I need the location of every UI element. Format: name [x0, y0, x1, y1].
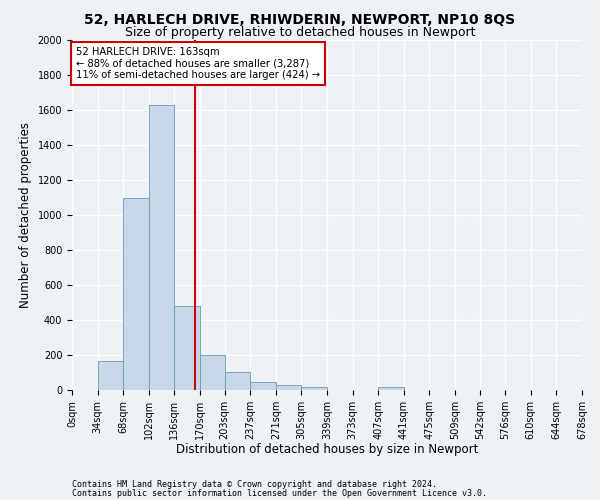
- Text: 52, HARLECH DRIVE, RHIWDERIN, NEWPORT, NP10 8QS: 52, HARLECH DRIVE, RHIWDERIN, NEWPORT, N…: [85, 12, 515, 26]
- Bar: [123, 198, 149, 390]
- Bar: [149, 105, 175, 390]
- Bar: [250, 382, 276, 390]
- Y-axis label: Number of detached properties: Number of detached properties: [19, 122, 32, 308]
- X-axis label: Distribution of detached houses by size in Newport: Distribution of detached houses by size …: [176, 444, 478, 456]
- Bar: [378, 386, 404, 390]
- Bar: [98, 361, 123, 390]
- Bar: [224, 372, 250, 390]
- Text: Contains HM Land Registry data © Crown copyright and database right 2024.: Contains HM Land Registry data © Crown c…: [72, 480, 437, 489]
- Bar: [301, 386, 327, 390]
- Text: Size of property relative to detached houses in Newport: Size of property relative to detached ho…: [125, 26, 475, 39]
- Text: 52 HARLECH DRIVE: 163sqm
← 88% of detached houses are smaller (3,287)
11% of sem: 52 HARLECH DRIVE: 163sqm ← 88% of detach…: [76, 47, 320, 80]
- Bar: [200, 355, 224, 390]
- Text: Contains public sector information licensed under the Open Government Licence v3: Contains public sector information licen…: [72, 489, 487, 498]
- Bar: [175, 306, 200, 390]
- Bar: [276, 385, 301, 390]
